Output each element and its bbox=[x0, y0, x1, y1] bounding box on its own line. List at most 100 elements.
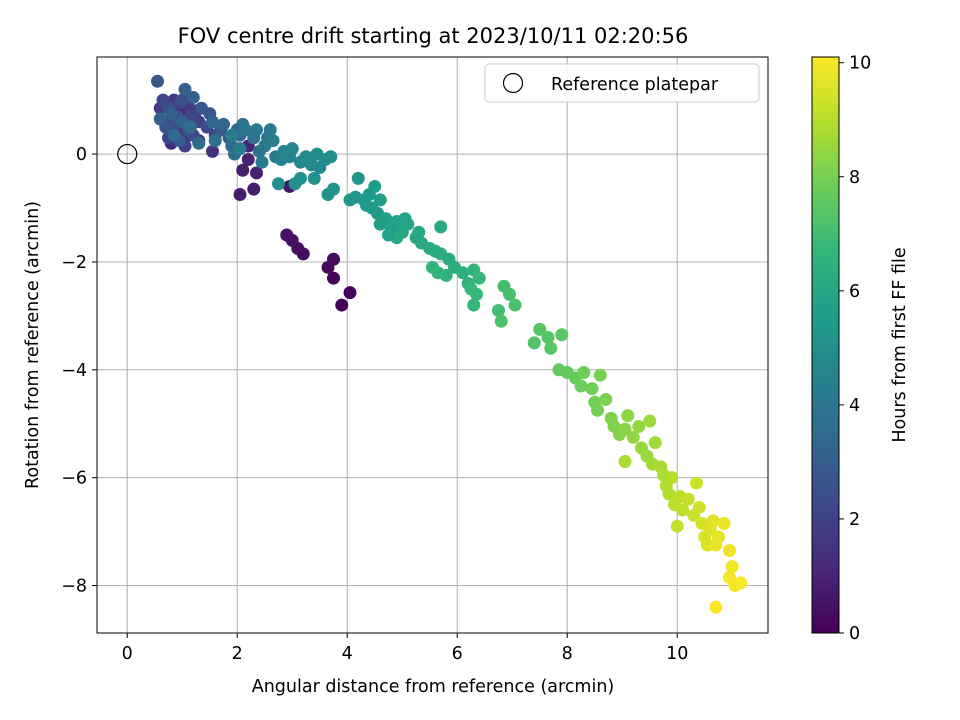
scatter-point bbox=[324, 150, 338, 164]
scatter-points bbox=[151, 74, 747, 614]
colorbar-tick-label: 2 bbox=[849, 510, 860, 530]
scatter-point bbox=[239, 123, 252, 137]
plot-frame bbox=[96, 56, 769, 634]
scatter-point bbox=[266, 134, 280, 148]
y-axis-ticks: 0 −2 −4 −6 −8 bbox=[61, 145, 97, 597]
scatter-point bbox=[503, 287, 516, 301]
colorbar: 0 2 4 6 8 10 Hours from first FF file bbox=[811, 54, 910, 644]
colorbar-tick-label: 0 bbox=[849, 624, 860, 644]
x-tick-label: 8 bbox=[562, 644, 573, 664]
scatter-point bbox=[285, 142, 299, 156]
legend-entry-label: Reference platepar bbox=[551, 75, 719, 95]
scatter-point bbox=[373, 193, 387, 207]
colorbar-tick-label: 6 bbox=[849, 282, 860, 302]
scatter-point bbox=[250, 123, 263, 137]
scatter-point bbox=[208, 134, 222, 148]
scatter-point bbox=[577, 366, 591, 380]
scatter-point bbox=[527, 336, 541, 350]
scatter-point bbox=[456, 266, 470, 280]
scatter-point bbox=[255, 155, 269, 169]
scatter-point bbox=[327, 271, 340, 285]
scatter-point bbox=[343, 286, 357, 300]
scatter-point bbox=[555, 328, 569, 342]
scatter-point bbox=[665, 471, 679, 485]
scatter-point bbox=[351, 171, 365, 185]
scatter-point bbox=[648, 436, 662, 450]
scatter-point bbox=[599, 392, 613, 406]
chart-title: FOV centre drift starting at 2023/10/11 … bbox=[178, 24, 689, 48]
x-tick-label: 2 bbox=[232, 644, 243, 664]
scatter-point bbox=[681, 492, 695, 506]
scatter-point bbox=[494, 314, 508, 328]
colorbar-tick-label: 4 bbox=[849, 396, 860, 416]
scatter-point bbox=[709, 538, 723, 552]
scatter-point bbox=[263, 123, 277, 137]
scatter-point bbox=[327, 252, 340, 266]
scatter-point bbox=[151, 74, 164, 88]
scatter-point bbox=[412, 225, 426, 239]
y-tick-label: 0 bbox=[76, 145, 87, 165]
scatter-point bbox=[662, 487, 676, 501]
scatter-point bbox=[206, 144, 219, 158]
scatter-point bbox=[192, 136, 206, 150]
scatter-point bbox=[676, 503, 690, 517]
scatter-point bbox=[670, 519, 684, 533]
scatter-point bbox=[217, 117, 230, 131]
colorbar-label: Hours from first FF file bbox=[890, 247, 910, 442]
colorbar-ticks: 0 2 4 6 8 10 bbox=[839, 54, 871, 644]
x-axis-label: Angular distance from reference (arcmin) bbox=[252, 677, 615, 697]
x-tick-label: 10 bbox=[666, 644, 688, 664]
scatter-point bbox=[690, 476, 703, 490]
scatter-point bbox=[618, 422, 632, 436]
scatter-point bbox=[186, 90, 200, 104]
scatter-point bbox=[373, 217, 387, 231]
x-axis-ticks: 0 2 4 6 8 10 bbox=[122, 633, 688, 664]
scatter-point bbox=[225, 128, 239, 142]
scatter-point bbox=[241, 152, 255, 166]
scatter-point bbox=[467, 298, 481, 312]
scatter-point bbox=[585, 382, 599, 396]
scatter-point bbox=[184, 120, 197, 134]
scatter-point bbox=[626, 430, 640, 444]
scatter-point bbox=[272, 177, 285, 191]
scatter-point bbox=[492, 303, 505, 317]
scatter-point bbox=[692, 500, 706, 514]
scatter-point bbox=[472, 271, 486, 285]
x-tick-label: 6 bbox=[452, 644, 463, 664]
scatter-point bbox=[434, 220, 448, 234]
legend-box bbox=[484, 63, 760, 103]
scatter-point bbox=[464, 282, 478, 296]
scatter-point bbox=[621, 409, 635, 423]
scatter-point bbox=[643, 414, 657, 428]
colorbar-tick-label: 10 bbox=[849, 54, 871, 74]
scatter-point bbox=[533, 322, 547, 336]
scatter-point bbox=[360, 198, 373, 212]
scatter-point bbox=[299, 150, 313, 164]
scatter-point bbox=[280, 228, 294, 242]
scatter-point bbox=[247, 182, 261, 196]
scatter-point bbox=[250, 166, 263, 180]
y-tick-label: −2 bbox=[61, 253, 87, 273]
y-tick-label: −6 bbox=[61, 469, 87, 489]
scatter-point bbox=[368, 179, 382, 193]
scatter-point bbox=[307, 171, 321, 185]
x-tick-label: 0 bbox=[122, 644, 133, 664]
scatter-point bbox=[508, 298, 522, 312]
scatter-point bbox=[725, 560, 739, 574]
scatter-point bbox=[734, 576, 747, 590]
scatter-point bbox=[591, 403, 604, 417]
scatter-point bbox=[717, 517, 731, 531]
scatter-point bbox=[706, 514, 720, 528]
scatter-point bbox=[153, 112, 167, 126]
scatter-point bbox=[574, 379, 588, 393]
scatter-point bbox=[541, 330, 555, 344]
scatter-point bbox=[723, 543, 736, 557]
scatter-point bbox=[294, 171, 307, 185]
scatter-point bbox=[335, 298, 349, 312]
scatter-point bbox=[327, 182, 340, 196]
scatter-point bbox=[233, 142, 247, 156]
colorbar-gradient bbox=[811, 56, 840, 634]
y-tick-label: −8 bbox=[61, 577, 87, 597]
colorbar-tick-label: 8 bbox=[849, 168, 860, 188]
